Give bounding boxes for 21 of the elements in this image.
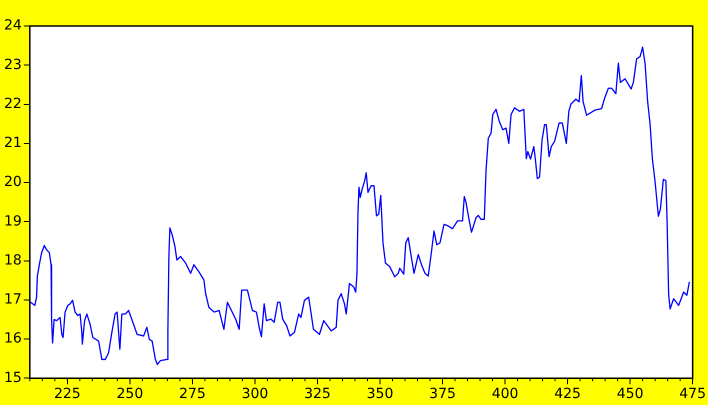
x-tick-label: 425 [554,386,581,402]
x-tick-label: 275 [179,386,206,402]
y-tick-label: 18 [4,252,22,268]
x-tick-label: 250 [116,386,144,402]
y-tick-label: 21 [4,135,22,152]
x-tick-label: 450 [616,386,644,402]
y-tick-label: 15 [4,370,22,386]
x-tick-label: 475 [679,386,706,402]
x-tick-label: 300 [242,386,268,402]
y-tick-label: 19 [4,213,22,230]
y-tick-label: 24 [4,18,22,34]
x-tick-label: 350 [366,386,394,402]
y-tick-label: 20 [4,174,22,190]
y-tick-label: 22 [4,96,22,112]
x-tick-label: 375 [429,386,456,402]
y-tick-label: 17 [4,292,22,308]
y-tick-label: 23 [4,56,22,73]
x-tick-label: 400 [492,386,518,402]
y-tick-label: 16 [4,330,22,347]
x-tick-label: 225 [54,386,81,402]
x-tick-label: 325 [304,386,331,402]
